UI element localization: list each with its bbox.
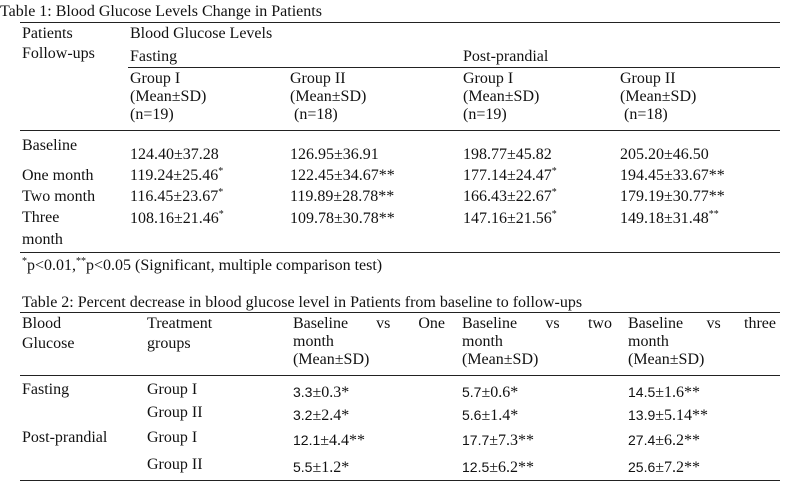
table1-row-label: Three: [22, 209, 60, 226]
table2-cell: 25.6±7.2**: [628, 459, 701, 476]
table1-col-fasting: Fasting: [130, 48, 178, 65]
table2-row-group: Group II: [147, 456, 203, 473]
table1-cell: 198.77±45.82: [463, 146, 552, 163]
table1-cell: 147.16±21.56*: [463, 209, 557, 228]
table2-col-glucose: Glucose: [22, 335, 75, 352]
table1-cell: 205.20±46.50: [620, 146, 709, 163]
table2-cell: 13.9±5.14**: [628, 407, 709, 424]
table2-cell: 14.5±1.6**: [628, 384, 701, 401]
table2-col-baseline-three: Baseline vs three month (Mean±SD): [628, 315, 776, 368]
table1-cell: 108.16±21.46*: [130, 209, 224, 228]
table2-row-glucose: Post-prandial: [22, 429, 108, 446]
table1-cell: 166.43±22.67*: [463, 187, 557, 206]
table1-cell: 122.45±34.67**: [290, 167, 395, 184]
table2-cell: 3.3±0.3*: [293, 384, 350, 401]
table1-cell: 116.45±23.67*: [130, 187, 224, 206]
table1-cell: 177.14±24.47*: [463, 166, 557, 185]
table1-cell: 109.78±30.78**: [290, 210, 395, 227]
table2-top-rule: [20, 312, 780, 313]
table2-col-baseline-two: Baseline vs two month (Mean±SD): [462, 315, 612, 368]
table2-cell: 27.4±6.2**: [628, 432, 701, 449]
table1-header-rule: [20, 130, 780, 131]
table1-col-patients: Patients: [22, 25, 73, 42]
table2-col-baseline-one: Baseline vs One month (Mean±SD): [293, 315, 445, 368]
table1-group-header: Group I (Mean±SD) (n=19): [130, 70, 207, 123]
table2-col-groups: groups: [147, 335, 191, 352]
table2-cell: 17.7±7.3**: [462, 432, 535, 449]
table2-cell: 5.5±1.2*: [293, 459, 350, 476]
table2-cell: 12.1±4.4**: [293, 432, 366, 449]
table2-bottom-rule: [20, 480, 780, 481]
table2-cell: 5.6±1.4*: [462, 407, 519, 424]
table2-caption: Table 2: Percent decrease in blood gluco…: [22, 294, 583, 311]
table1-group-rule: [128, 67, 780, 68]
table2-row-glucose: Fasting: [22, 381, 70, 398]
table1-cell: 126.95±36.91: [290, 146, 379, 163]
table2-row-group: Group II: [147, 404, 203, 421]
table2-row-group: Group I: [147, 429, 198, 446]
table1-row-label: One month: [22, 167, 94, 184]
table1-col-blood-glucose-levels: Blood Glucose Levels: [130, 25, 273, 42]
table1-row-label: Baseline: [22, 137, 78, 154]
table1-col-followups: Follow-ups: [22, 45, 95, 62]
table1-cell: 119.24±25.46*: [130, 166, 224, 185]
table2-cell: 3.2±2.4*: [293, 407, 350, 424]
table1-cell: 124.40±37.28: [130, 146, 219, 163]
table2-row-group: Group I: [147, 381, 198, 398]
table2-col-blood: Blood: [22, 315, 62, 332]
table1-row-label: Two month: [22, 188, 96, 205]
table1-row-label-cont: month: [22, 231, 63, 248]
table2-cell: 12.5±6.2**: [462, 459, 535, 476]
table1-bottom-rule: [20, 252, 780, 253]
table1-cell: 149.18±31.48**: [620, 209, 719, 228]
table2-cell: 5.7±0.6*: [462, 384, 519, 401]
table1-caption: Table 1: Blood Glucose Levels Change in …: [0, 3, 322, 20]
table1-top-rule: [20, 22, 780, 23]
table2-header-rule: [20, 375, 780, 376]
table1-cell: 179.19±30.77**: [620, 188, 725, 205]
table1-group-header: Group I (Mean±SD) (n=19): [463, 70, 540, 123]
table1-col-postprandial: Post-prandial: [463, 48, 549, 65]
table1-cell: 119.89±28.78**: [290, 188, 395, 205]
table2-col-treatment: Treatment: [147, 315, 213, 332]
table1-group-header: Group II (Mean±SD) (n=18): [290, 70, 367, 123]
table1-footnote: *p<0.01,**p<0.05 (Significant, multiple …: [22, 256, 383, 275]
table1-cell: 194.45±33.67**: [620, 167, 725, 184]
table1-group-header: Group II (Mean±SD) (n=18): [620, 70, 697, 123]
